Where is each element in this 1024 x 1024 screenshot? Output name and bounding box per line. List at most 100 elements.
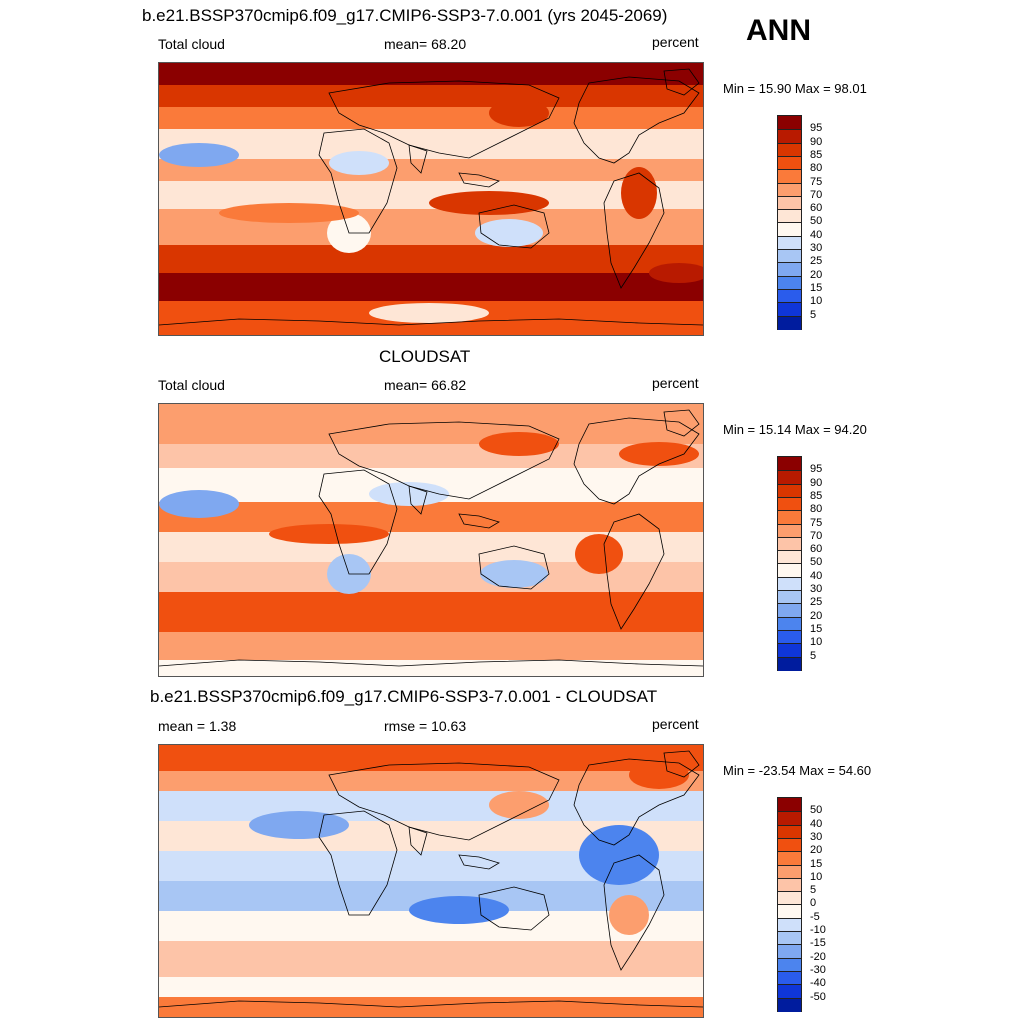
panel2-map [158,403,704,677]
season-label: ANN [746,14,811,47]
panel3-map-svg [159,745,703,1017]
panel1-colorbar-box [778,302,801,317]
cloud-band [159,159,703,181]
coastline [318,810,398,916]
panel2-colorbar-tick-label: 20 [810,609,823,622]
panel2-colorbar-tick-label: 75 [810,516,823,529]
cloud-band [159,632,703,660]
cloud-blob [609,895,649,935]
coastline [159,1000,703,1008]
panel1-colorbar-box [778,275,801,290]
panel3-colorbar-tick-label: -5 [810,910,820,923]
panel1-title: b.e21.BSSP370cmip6.f09_g17.CMIP6-SSP3-7.… [142,6,668,25]
coastline [408,485,428,515]
panel1-colorbar-tick-label: 10 [810,295,823,308]
panel1-colorbar-tick-label: 5 [810,308,817,321]
panel1-minmax-label: Min = 15.90 Max = 98.01 [723,81,867,96]
panel2-colorbar-tick-label: 10 [810,636,823,649]
coastline [663,68,700,96]
panel2-colorbar-tick-label: 95 [810,463,823,476]
panel1-colorbar-tick-label: 90 [810,135,823,148]
coastline [478,545,550,590]
panel3-colorbar-box [778,864,801,879]
cloud-band [159,502,703,532]
panel2-colorbar-tick-label: 5 [810,649,817,662]
panel3-minmax-label: Min = -23.54 Max = 54.60 [723,763,872,778]
cloud-blob [489,791,549,819]
panel1-colorbar-tick-label: 70 [810,188,823,201]
panel1-colorbar-tick-label: 25 [810,255,823,268]
cloud-blob [579,825,659,885]
panel3-title: b.e21.BSSP370cmip6.f09_g17.CMIP6-SSP3-7.… [150,687,658,706]
panel2-colorbar-box [778,550,801,565]
cloud-blob [629,761,689,789]
panel3-colorbar-tick-label: 40 [810,817,823,830]
cloud-blob [249,811,349,839]
panel2-colorbar-box [778,616,801,631]
panel1-colorbar-box [778,235,801,250]
cloud-blob [159,490,239,518]
coastline [603,513,665,630]
cloud-band [159,85,703,107]
panel1-colorbar-tick-label: 85 [810,148,823,161]
cloud-band [159,444,703,468]
cloud-band [159,941,703,977]
panel2-title: CLOUDSAT [379,347,471,366]
panel2-colorbar-box [778,496,801,512]
panel1-units-label: percent [652,34,699,50]
panel2-colorbar [777,456,802,671]
panel1-variable-label: Total cloud [158,36,225,52]
panel3-colorbar-box [778,798,801,812]
panel3-colorbar-tick-label: -10 [810,924,826,936]
panel1-colorbar-box [778,222,801,237]
cloud-blob [369,303,489,323]
panel2-colorbar-box [778,457,801,471]
panel1-colorbar-tick-label: 40 [810,228,823,241]
cloud-band [159,404,703,444]
panel3-colorbar-tick-label: 50 [810,804,823,817]
cloud-band [159,745,703,771]
panel3-colorbar-tick-label: -30 [810,963,826,976]
coastline [328,80,560,159]
coastline [328,421,560,500]
coastline [328,762,560,841]
panel2-map-svg [159,404,703,676]
coastline [458,172,500,188]
cloud-blob [329,151,389,175]
panel1-map [158,62,704,336]
cloud-band [159,562,703,592]
panel3-colorbar-box [778,984,801,999]
panel2-colorbar-box [778,563,801,578]
panel1-colorbar-tick-label: 60 [810,202,823,215]
panel2-colorbar-box [778,643,801,658]
coastline [159,659,703,667]
panel3-colorbar-tick-label: -15 [810,937,826,950]
panel2-colorbar-tick-label: 30 [810,583,823,595]
panel3-colorbar-box [778,944,801,959]
panel2-colorbar-tick-label: 40 [810,569,823,582]
cloud-band [159,129,703,159]
cloud-blob [159,143,239,167]
panel1-colorbar [777,115,802,330]
cloud-band [159,63,703,85]
panel3-colorbar-box [778,891,801,906]
coastline [458,513,500,529]
panel3-colorbar-box [778,811,801,826]
panel3-colorbar-box [778,824,801,839]
cloud-blob [409,896,509,924]
panel1-colorbar-tick-label: 80 [810,162,823,175]
panel1-colorbar-box [778,195,801,211]
panel2-colorbar-box [778,590,801,605]
panel3-colorbar-box [778,957,801,972]
coastline [663,409,700,437]
coastline [603,854,665,971]
panel3-colorbar [777,797,802,1012]
panel3-colorbar-tick-label: 5 [810,884,817,897]
panel2-colorbar-box [778,603,801,618]
panel2-units-label: percent [652,375,699,391]
panel2-colorbar-tick-label: 50 [810,556,823,569]
panel1-colorbar-box [778,209,801,224]
panel1-colorbar-tick-label: 30 [810,242,823,254]
cloud-blob [489,99,549,127]
cloud-band [159,977,703,997]
